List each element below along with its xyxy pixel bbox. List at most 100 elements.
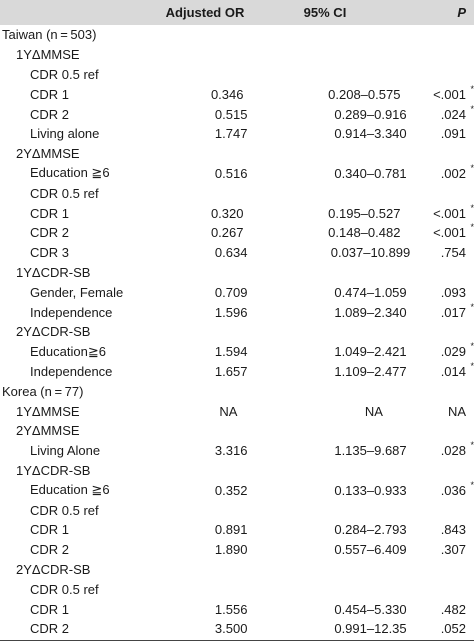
row-p-value: .036 *	[440, 479, 474, 498]
table-row: 2YΔMMSE	[0, 144, 474, 164]
row-ci: 0.208–0.575	[328, 86, 401, 102]
p-value-text: .024	[440, 106, 466, 122]
row-p-value: .482	[441, 602, 474, 617]
row-p-value: .754	[441, 245, 474, 260]
p-value-text: .482	[440, 601, 466, 617]
p-value-text: .029	[440, 344, 466, 360]
row-ci: 0.474–1.059	[334, 284, 407, 300]
header-p-value: P	[457, 5, 466, 20]
row-label: CDR 1	[30, 601, 70, 617]
row-p-value: .024 *	[440, 103, 474, 122]
row-label: 1YΔCDR-SB	[16, 462, 91, 478]
table-row: 2YΔMMSE	[0, 421, 474, 441]
table-row: CDR 0.5 ref	[0, 65, 474, 85]
row-p-value: .002 *	[440, 162, 474, 181]
row-adjusted-or: 0.516	[214, 165, 248, 181]
p-value-text: .017	[440, 304, 466, 320]
row-adjusted-or: 0.352	[214, 482, 248, 498]
table-row: CDR 1 0.891 0.284–2.793 .843	[0, 520, 474, 540]
table-row: Independence 1.657 1.109–2.477 .014 *	[0, 360, 474, 382]
row-label: CDR 3	[30, 245, 70, 261]
row-ci: 1.109–2.477	[334, 363, 407, 379]
table-row: CDR 0.5 ref	[0, 183, 474, 203]
row-label: CDR 2	[30, 621, 70, 637]
row-ci: 0.133–0.933	[334, 482, 407, 498]
p-value-text: .091	[440, 126, 466, 142]
table-row: Taiwan (n = 503)	[0, 25, 474, 45]
table-row: 1YΔMMSE NA NA NA	[0, 401, 474, 421]
row-adjusted-or: 1.594	[214, 344, 248, 360]
row-adjusted-or: 0.709	[214, 284, 248, 300]
header-95-ci: 95% CI	[303, 5, 347, 20]
p-value-text: <.001	[433, 86, 466, 102]
p-value-text: .307	[440, 542, 466, 558]
row-p-value: .014 *	[440, 360, 474, 379]
row-label: CDR 0.5 ref	[30, 502, 99, 518]
row-adjusted-or: 3.500	[214, 621, 248, 637]
row-adjusted-or: 1.890	[214, 542, 248, 558]
row-label: 2YΔMMSE	[16, 146, 80, 162]
p-value-text: .028	[440, 443, 466, 459]
row-label: CDR 2	[30, 225, 70, 241]
table-row: CDR 0.5 ref	[0, 579, 474, 599]
row-ci: 0.914–3.340	[334, 126, 407, 142]
row-p-value: <.001 *	[433, 83, 474, 102]
table-row: CDR 0.5 ref	[0, 500, 474, 520]
row-ci: 0.991–12.35	[334, 621, 407, 637]
table-row: CDR 2 0.267 0.148–0.482 <.001 *	[0, 223, 474, 243]
table-row: CDR 1 1.556 0.454–5.330 .482	[0, 599, 474, 619]
table-row: 2YΔCDR-SB	[0, 322, 474, 342]
row-ci: 0.037–10.899	[330, 245, 411, 261]
row-label: Education≧6	[30, 343, 106, 359]
row-label: CDR 0.5 ref	[30, 66, 99, 82]
row-label: Independence	[30, 363, 113, 379]
row-label: 1YΔCDR-SB	[16, 264, 91, 280]
table-row: Education ≧6 0.352 0.133–0.933 .036 *	[0, 480, 474, 500]
header-adjusted-or: Adjusted OR	[165, 5, 245, 20]
table-row: CDR 2 0.515 0.289–0.916 .024 *	[0, 104, 474, 124]
table-row: 1YΔCDR-SB	[0, 263, 474, 283]
table-row: Living alone 1.747 0.914–3.340 .091	[0, 124, 474, 144]
table-row: Korea (n = 77)	[0, 381, 474, 401]
row-ci: 1.089–2.340	[334, 304, 407, 320]
table-row: Gender, Female 0.709 0.474–1.059 .093	[0, 282, 474, 302]
row-p-value: NA	[448, 404, 474, 419]
row-adjusted-or: NA	[219, 403, 238, 419]
row-p-value: .029 *	[440, 341, 474, 360]
row-label: CDR 2	[30, 542, 70, 558]
row-label: Independence	[30, 304, 113, 320]
row-label: CDR 0.5 ref	[30, 581, 99, 597]
row-p-value: .091	[441, 126, 474, 141]
row-p-value: .843	[441, 522, 474, 537]
row-ci: 0.195–0.527	[328, 205, 401, 221]
row-ci: 0.148–0.482	[328, 225, 401, 241]
row-p-value: <.001 *	[433, 222, 474, 241]
table-row: Independence 1.596 1.089–2.340 .017 *	[0, 302, 474, 322]
p-value-text: NA	[447, 403, 466, 419]
row-ci: 0.340–0.781	[334, 165, 407, 181]
row-ci: 1.135–9.687	[334, 443, 407, 459]
row-label: Education ≧6	[30, 165, 110, 181]
row-adjusted-or: 3.316	[214, 443, 248, 459]
row-label: 2YΔMMSE	[16, 423, 80, 439]
row-adjusted-or: 1.596	[214, 304, 248, 320]
table-row: CDR 1 0.346 0.208–0.575 <.001 *	[0, 84, 474, 104]
table-body: Taiwan (n = 503) 1YΔMMSE CDR 0.5 ref CDR 1 0…	[0, 25, 474, 639]
row-label: Living alone	[30, 126, 100, 142]
row-label: 1YΔMMSE	[16, 403, 80, 419]
row-p-value: .052	[441, 621, 474, 636]
row-p-value: .307	[441, 542, 474, 557]
table-row: 1YΔCDR-SB	[0, 461, 474, 481]
row-p-value: <.001 *	[433, 202, 474, 221]
row-p-value: .017 *	[440, 301, 474, 320]
p-value-text: .036	[440, 482, 466, 498]
row-ci: 0.557–6.409	[334, 542, 407, 558]
row-label: Gender, Female	[30, 284, 124, 300]
row-label: Taiwan (n = 503)	[2, 27, 97, 43]
row-p-value: .093	[441, 285, 474, 300]
p-value-text: <.001	[433, 205, 466, 221]
table-row: Living Alone 3.316 1.135–9.687 .028 *	[0, 441, 474, 461]
row-adjusted-or: 0.320	[210, 205, 244, 221]
row-adjusted-or: 1.657	[214, 363, 248, 379]
